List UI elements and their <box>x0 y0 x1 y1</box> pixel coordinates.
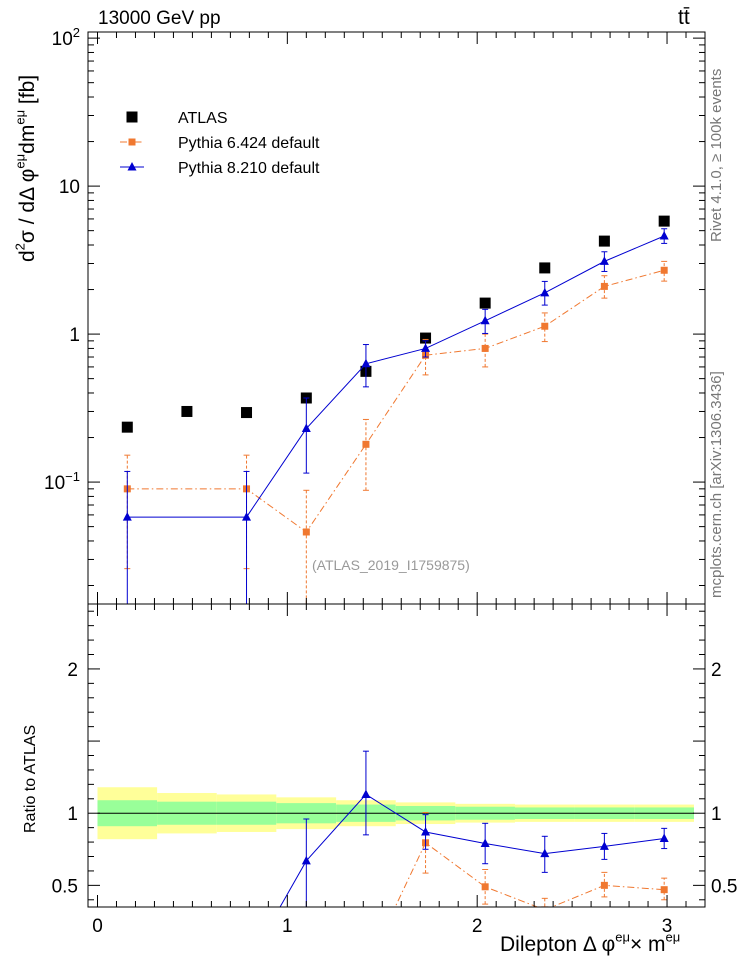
main-atlas-point-8 <box>598 235 610 247</box>
ratio-pythia8-point-4 <box>540 848 550 858</box>
main-pythia8-point-4 <box>421 343 431 352</box>
mcplots-label: mcplots.cern.ch [arXiv:1306.3436] <box>708 371 725 598</box>
ratio-pythia8-point-6 <box>659 833 669 842</box>
ratio-pythia6-point-4 <box>660 886 668 894</box>
ratio-pythia8-point-1 <box>361 789 371 798</box>
main-atlas-point-9 <box>658 215 670 227</box>
ratio-y-tick-label-2: 2 <box>67 660 78 681</box>
ratio-pythia8-point-5 <box>599 841 609 850</box>
main-pythia8-point-5 <box>480 315 490 325</box>
main-atlas-point-7 <box>539 262 551 274</box>
main-pythia6-line <box>127 269 665 533</box>
ratio-plot-area <box>97 750 694 907</box>
legend-pythia6-marker <box>128 138 136 146</box>
main-y-tick-label-3: 10−1 <box>44 469 80 494</box>
x-axis-label: Dilepton Δ φeμ× meμ <box>500 929 681 956</box>
main-pythia8-point-7 <box>599 256 609 265</box>
ratio-y-tick-label-right-2: 2 <box>711 660 722 681</box>
ratio-y-tick-label-right-1: 1 <box>711 804 722 825</box>
main-pythia6-point-6 <box>541 322 549 330</box>
main-pythia6-point-2 <box>302 528 310 536</box>
main-pythia6-point-7 <box>600 282 608 290</box>
main-pythia8-point-6 <box>540 287 550 297</box>
main-atlas-point-6 <box>479 297 491 309</box>
legend: ATLAS Pythia 6.424 default Pythia 8.210 de… <box>120 110 320 177</box>
main-pythia6-point-5 <box>481 344 489 352</box>
main-atlas-point-2 <box>241 407 253 419</box>
x-tick-label-2: 2 <box>472 916 483 937</box>
legend-pythia6-label: Pythia 6.424 default <box>178 135 320 152</box>
ratio-pythia8-point-3 <box>480 838 490 848</box>
main-y-tick-label-2: 1 <box>69 325 80 346</box>
ratio-y-tick-label-right-0: 0.5 <box>711 876 737 897</box>
ratio-y-tick-label-0: 0.5 <box>52 876 78 897</box>
ratio-pythia8-point-2 <box>421 826 431 836</box>
x-tick-label-3: 3 <box>662 916 673 937</box>
process-label: tt̄ <box>678 6 690 29</box>
main-y-tick-label-1: 10 <box>59 177 80 198</box>
main-atlas-point-0 <box>121 421 133 433</box>
main-atlas-point-1 <box>181 405 193 417</box>
legend-atlas-marker <box>126 111 138 123</box>
ratio-y-axis-label: Ratio to ATLAS <box>22 724 39 833</box>
main-panel: 102 10 1 10−1 ATLAS Pythia 6.424 default Pythi… <box>44 25 706 605</box>
ratio-pythia8-point-0 <box>301 855 311 865</box>
main-pythia6-point-3 <box>362 440 370 448</box>
main-pythia8-point-0 <box>122 512 132 521</box>
main-y-axis-label: d2σ / dΔ φeμdmeμ [fb] <box>12 74 39 262</box>
main-pythia8-point-3 <box>361 358 371 368</box>
rivet-label: Rivet 4.1.0, ≥ 100k events <box>708 68 725 242</box>
main-y-tick-label-0: 102 <box>52 25 80 50</box>
main-pythia8-line <box>127 235 665 518</box>
ratio-y-tick-label-1: 1 <box>67 804 78 825</box>
main-pythia8-point-8 <box>659 231 669 240</box>
legend-pythia8-marker <box>127 162 137 171</box>
main-plot-area <box>121 215 670 604</box>
ratio-panel: 0.5 0.5 1 1 2 2 0 1 2 3 <box>52 603 737 937</box>
ratio-pythia6-point-1 <box>481 883 489 891</box>
ratio-pythia6-point-3 <box>600 881 608 889</box>
ratio-pythia6-line <box>394 842 665 907</box>
ratio-pythia8-line <box>279 793 665 907</box>
legend-atlas-label: ATLAS <box>178 110 228 127</box>
main-atlas-point-5 <box>420 332 432 344</box>
main-pythia8-point-1 <box>242 512 252 521</box>
main-pythia6-point-8 <box>660 266 668 274</box>
ratio-frame <box>87 603 706 908</box>
energy-label: 13000 GeV pp <box>98 8 221 29</box>
analysis-annotation: (ATLAS_2019_I1759875) <box>312 557 470 573</box>
x-tick-label-0: 0 <box>92 916 103 937</box>
main-pythia8-point-2 <box>301 423 311 433</box>
legend-pythia8-label: Pythia 8.210 default <box>178 160 320 177</box>
x-tick-label-1: 1 <box>282 916 293 937</box>
